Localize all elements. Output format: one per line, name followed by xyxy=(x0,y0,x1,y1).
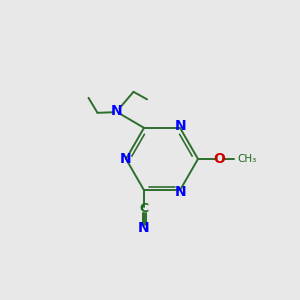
Text: N: N xyxy=(111,104,123,118)
Text: N: N xyxy=(175,119,187,133)
Text: N: N xyxy=(119,152,131,166)
Text: CH₃: CH₃ xyxy=(237,154,256,164)
Text: N: N xyxy=(175,185,187,199)
Text: N: N xyxy=(138,221,150,235)
Text: C: C xyxy=(140,202,148,215)
Text: O: O xyxy=(213,152,225,166)
